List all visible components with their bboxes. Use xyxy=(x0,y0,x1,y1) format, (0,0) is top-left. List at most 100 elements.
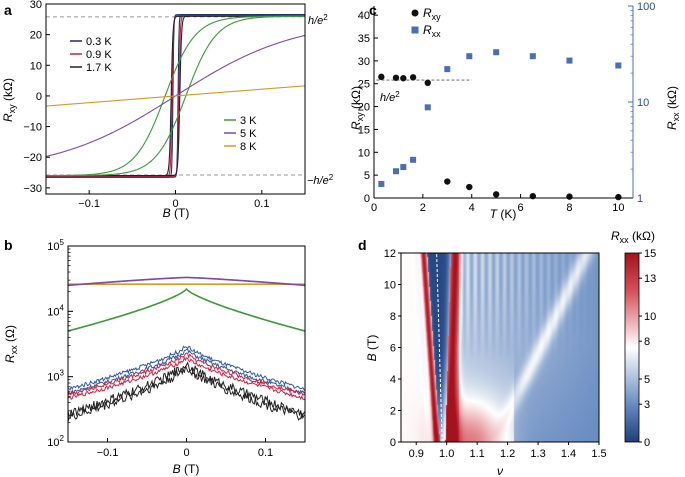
panel-a-ytick-label: 10 xyxy=(30,60,42,72)
panel-d-ytick-label: 12 xyxy=(384,248,396,260)
colorbar-tick-label: 13 xyxy=(644,273,656,285)
panel-c-ytick-left-label: 15 xyxy=(358,124,370,136)
rxx-point xyxy=(615,62,622,69)
panel-d-ylabel: B (T) xyxy=(365,335,379,362)
panel-c-ytick-right-label: 1 xyxy=(637,193,643,205)
rxx-point xyxy=(529,53,536,60)
rxy-point xyxy=(400,75,407,82)
panel-c-ytick-left-label: 0 xyxy=(364,193,370,205)
panel-c-xtick-label: 10 xyxy=(612,202,624,214)
colorbar-tick-label: 5 xyxy=(644,374,650,386)
panel-a-frame xyxy=(45,3,306,195)
panel-d-guide-line xyxy=(436,252,443,443)
legend-label: 8 K xyxy=(240,141,257,153)
panel-a-legend: 0.3 K0.9 K1.7 K 3 K5 K8 K xyxy=(70,36,257,153)
colorbar-tick-label: 10 xyxy=(644,311,656,323)
legend-rxy-marker xyxy=(411,9,419,17)
rxx-curve-0.3k xyxy=(67,365,306,423)
rxx-curve-3k xyxy=(67,288,306,332)
colorbar xyxy=(624,252,640,443)
rxy-curve-0.3k-b xyxy=(46,14,305,178)
rxy-point xyxy=(466,183,473,191)
legend-rxy-label: Rxy xyxy=(423,6,441,22)
panel-c-ytick-left-label: 35 xyxy=(358,33,370,45)
panel-d-ytick-label: 4 xyxy=(390,374,396,386)
panel-d-ticks: 0.9 1.0 1.1 1.2 1.3 1.4 1.5 0 2 4 6 8 10 12 xyxy=(384,248,607,460)
rxx-curve-1.7k xyxy=(67,348,306,396)
colorbar-title: Rxx (kΩ) xyxy=(611,229,655,245)
panel-d-frame xyxy=(400,252,600,443)
legend-rxx-label: Rxx xyxy=(423,23,441,39)
panel-d-ytick-label: 6 xyxy=(390,343,396,355)
panel-a-label: a xyxy=(4,2,12,18)
rxy-point xyxy=(392,74,400,81)
panel-b-series xyxy=(67,276,306,423)
rxx-point xyxy=(444,66,451,73)
rxx-curve-5k-b xyxy=(67,276,306,286)
legend-rxx-marker xyxy=(411,26,419,34)
panel-c-ylabel-left: Rxy (kΩ) xyxy=(349,86,365,130)
panel-a-ticks: −0.1 0 0.1 −30 −20 −10 0 10 20 30 xyxy=(23,0,269,210)
panel-a-xtick-label: 0 xyxy=(172,198,178,210)
panel-a-ylabel: Rxy (kΩ) xyxy=(1,78,17,122)
panel-a-series xyxy=(45,14,306,178)
rxx-point xyxy=(410,156,417,163)
panel-d-xtick-label: 1.4 xyxy=(561,448,576,460)
colorbar-tick-label: 0 xyxy=(644,437,650,449)
panel-a-ytick-label: 0 xyxy=(36,91,42,103)
panel-c-ylabel-right: Rxx (kΩ) xyxy=(665,86,681,130)
panel-c-xlabel: T (K) xyxy=(490,207,517,221)
panel-d-ytick-label: 8 xyxy=(390,311,396,323)
panel-c-xtick-label: 0 xyxy=(371,202,377,214)
panel-c-legend: Rxy Rxx xyxy=(411,6,441,39)
panel-a-xtick-label: −0.1 xyxy=(78,198,100,210)
panel-c-ytick-right-label: 100 xyxy=(637,1,655,13)
panel-b-label: b xyxy=(4,237,13,253)
panel-a-ytick-label: 30 xyxy=(30,0,42,11)
rxy-point xyxy=(409,74,417,81)
panel-a-xlabel: B (T) xyxy=(163,206,190,220)
panel-c-ytick-left-label: 5 xyxy=(364,170,370,182)
panel-c-ytick-left-label: 20 xyxy=(358,102,370,114)
colorbar-tick-label: 8 xyxy=(644,336,650,348)
panel-b: b −0.1 0 0.1 102 103 104 105 B (T) Rxx (Ω) xyxy=(3,237,306,476)
panel-a-xtick-label: 0.1 xyxy=(254,198,269,210)
rxx-point xyxy=(378,180,385,187)
rxx-curve-0.3k-b xyxy=(67,361,306,419)
panel-a-ref-upper: h/e2 xyxy=(308,13,328,27)
panel-a: a −0.1 0 0.1 −30 −20 −10 0 10 20 30 h/e2 −h/e2 0.… xyxy=(1,0,334,220)
panel-c-xtick-label: 8 xyxy=(566,202,572,214)
panel-c-ytick-left-label: 10 xyxy=(358,147,370,159)
rxx-curve-0.9k xyxy=(67,356,306,401)
panel-a-ref-lower: −h/e2 xyxy=(307,173,334,187)
colorbar-tick-label: 3 xyxy=(644,399,650,411)
rxx-point xyxy=(392,168,399,175)
panel-b-ytick-label: 104 xyxy=(47,303,64,318)
rxx-curve-1.7k-b xyxy=(67,345,306,392)
panel-c-ytick-left-label: 40 xyxy=(358,10,370,22)
rxy-point xyxy=(492,191,500,198)
panel-d-xtick-label: 1.1 xyxy=(470,448,485,460)
rxy-curve-0.9k-b xyxy=(46,15,305,177)
panel-d-xtick-label: 1.5 xyxy=(591,448,606,460)
panel-b-ylabel: Rxx (Ω) xyxy=(3,325,19,363)
panel-b-xlabel: B (T) xyxy=(173,462,200,476)
colorbar-tick-label: 15 xyxy=(644,248,656,260)
panel-d-xtick-label: 1.0 xyxy=(439,448,454,460)
heatmap-image xyxy=(401,253,599,442)
panel-d-ytick-label: 10 xyxy=(384,280,396,292)
panel-c-ytick-right-label: 10 xyxy=(637,97,649,109)
rxy-point xyxy=(378,73,385,81)
panel-c-label: c xyxy=(369,2,377,18)
panel-d-xtick-label: 1.2 xyxy=(500,448,515,460)
legend-label: 5 K xyxy=(240,128,257,140)
panel-c-series xyxy=(376,49,622,201)
panel-c-xtick-label: 2 xyxy=(420,202,426,214)
panel-b-xtick-label: −0.1 xyxy=(97,447,119,459)
panel-d-label: d xyxy=(358,237,367,253)
panel-b-xtick-label: 0 xyxy=(183,447,189,459)
panel-c-xtick-label: 6 xyxy=(518,202,524,214)
